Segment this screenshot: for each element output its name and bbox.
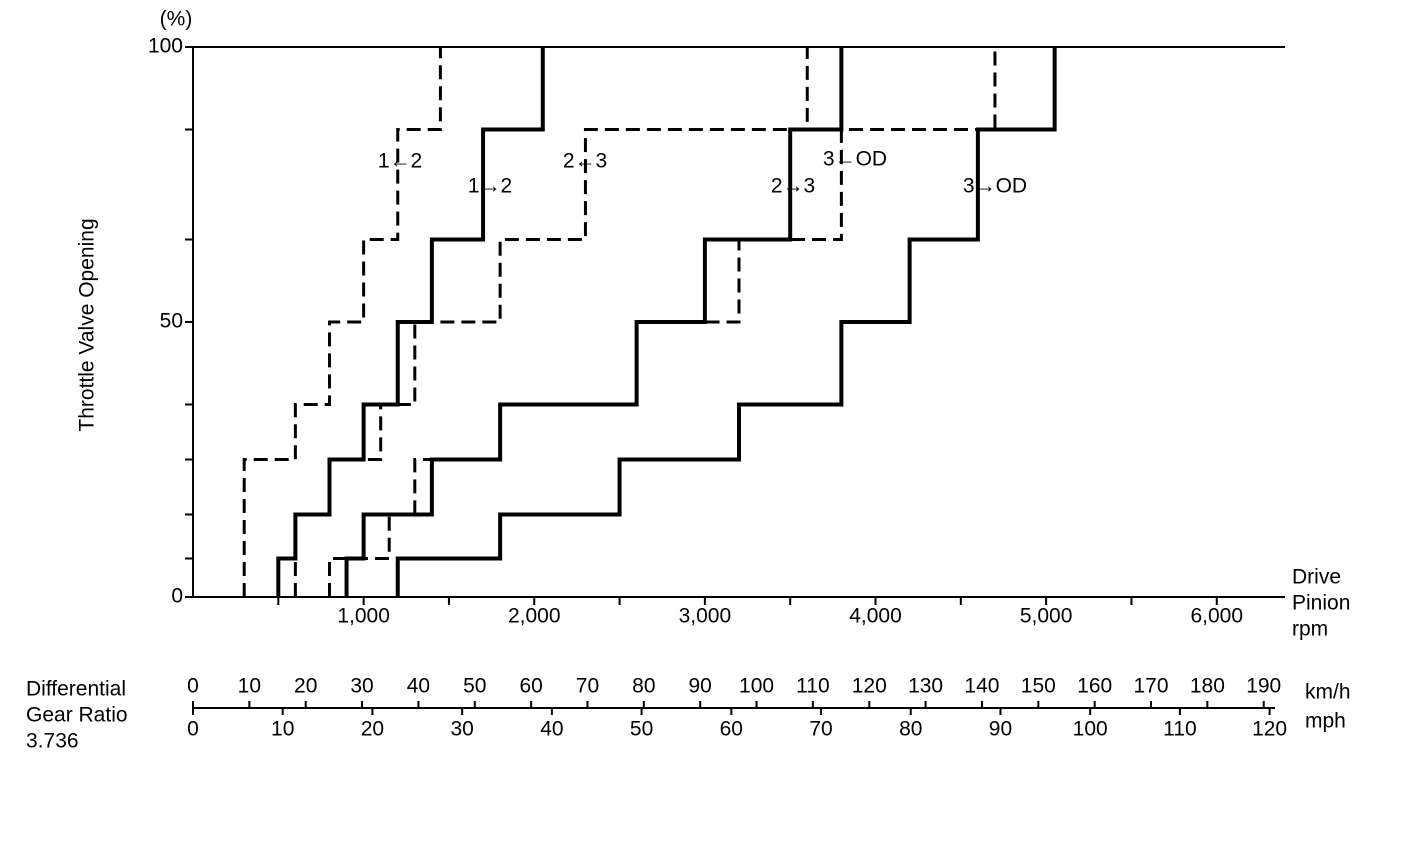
mph-tick-label: 40	[540, 718, 563, 741]
mph-tick-label: 100	[1073, 718, 1108, 741]
x-tick-label: 3,000	[679, 605, 732, 628]
shift-label: 2←3	[563, 150, 607, 173]
kmh-tick-label: 190	[1246, 675, 1281, 698]
y-tick-label: 100	[148, 35, 183, 58]
x-tick-label: 4,000	[849, 605, 902, 628]
x-tick-label: 2,000	[508, 605, 561, 628]
kmh-tick-label: 90	[689, 675, 712, 698]
x-tick-label: 6,000	[1190, 605, 1243, 628]
mph-tick-label: 70	[809, 718, 832, 741]
mph-tick-label: 110	[1163, 718, 1196, 741]
kmh-tick-label: 10	[238, 675, 261, 698]
mph-tick-label: 10	[271, 718, 294, 741]
mph-tick-label: 50	[630, 718, 653, 741]
mph-tick-label: 120	[1252, 718, 1287, 741]
shift-label: 3→OD	[963, 175, 1027, 198]
x-tick-label: 5,000	[1020, 605, 1073, 628]
shift-label: 1←2	[378, 150, 422, 173]
shift-line	[328, 47, 997, 597]
kmh-tick-label: 30	[350, 675, 373, 698]
x-axis-label: Pinion	[1292, 592, 1350, 615]
kmh-tick-label: 130	[908, 675, 943, 698]
kmh-tick-label: 180	[1190, 675, 1225, 698]
speed-scale-title: 3.736	[26, 730, 79, 753]
kmh-tick-label: 40	[407, 675, 430, 698]
x-axis-label: rpm	[1292, 618, 1328, 641]
kmh-tick-label: 110	[796, 675, 829, 698]
shift-line	[242, 47, 442, 597]
shift-line	[395, 47, 1057, 597]
mph-tick-label: 60	[720, 718, 743, 741]
shift-label: 3←OD	[823, 148, 887, 171]
kmh-tick-label: 50	[463, 675, 486, 698]
kmh-tick-label: 150	[1021, 675, 1056, 698]
mph-tick-label: 20	[361, 718, 384, 741]
kmh-tick-label: 120	[852, 675, 887, 698]
kmh-tick-label: 100	[739, 675, 774, 698]
shift-label: 2→3	[771, 175, 815, 198]
kmh-tick-label: 160	[1077, 675, 1112, 698]
kmh-tick-label: 70	[576, 675, 599, 698]
speed-scale-title: Differential	[26, 678, 126, 701]
y-axis-unit: (%)	[160, 8, 193, 31]
x-axis-label: Drive	[1292, 566, 1341, 589]
kmh-tick-label: 0	[187, 675, 199, 698]
kmh-tick-label: 60	[519, 675, 542, 698]
mph-tick-label: 0	[187, 718, 199, 741]
shift-label: 1→2	[468, 175, 512, 198]
kmh-tick-label: 140	[964, 675, 999, 698]
mph-tick-label: 30	[450, 718, 473, 741]
y-tick-label: 0	[171, 585, 183, 608]
y-axis-label: Throttle Valve Opening	[76, 218, 99, 431]
y-tick-label: 50	[160, 310, 183, 333]
kmh-tick-label: 80	[632, 675, 655, 698]
kmh-tick-label: 170	[1133, 675, 1168, 698]
kmh-tick-label: 20	[294, 675, 317, 698]
mph-tick-label: 90	[989, 718, 1012, 741]
x-tick-label: 1,000	[337, 605, 390, 628]
mph-tick-label: 80	[899, 718, 922, 741]
shift-line	[293, 47, 809, 597]
speed-scale-title: Gear Ratio	[26, 704, 128, 727]
kmh-unit: km/h	[1305, 681, 1351, 704]
mph-unit: mph	[1305, 710, 1346, 733]
